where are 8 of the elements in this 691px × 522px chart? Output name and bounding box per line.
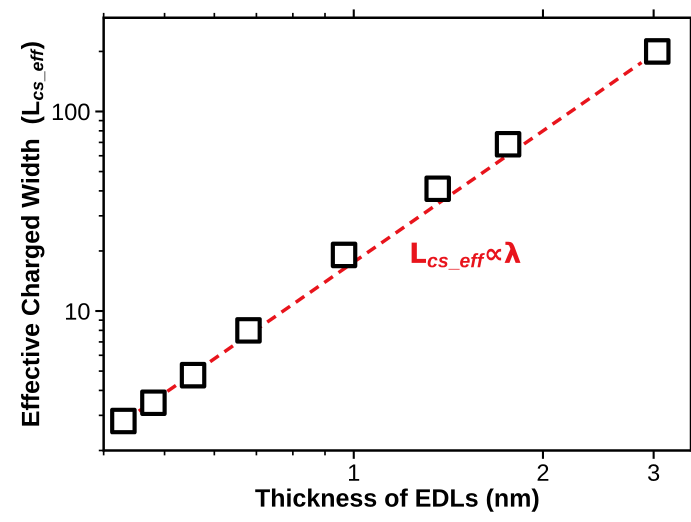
y-tick-label: 10	[66, 303, 90, 320]
x-tick-label: 3	[648, 464, 660, 482]
x-axis-title: Thickness of EDLs (nm)	[255, 488, 538, 512]
x-tick-label: 2	[538, 464, 548, 481]
y-tick-label: 100	[52, 104, 90, 120]
y-axis-title: Effective Charged Width (L$_{cs_eff}$)	[21, 42, 46, 426]
x-tick-label: 1	[349, 464, 360, 481]
annotation: L$_{cs_eff}$∝λ	[412, 242, 520, 270]
